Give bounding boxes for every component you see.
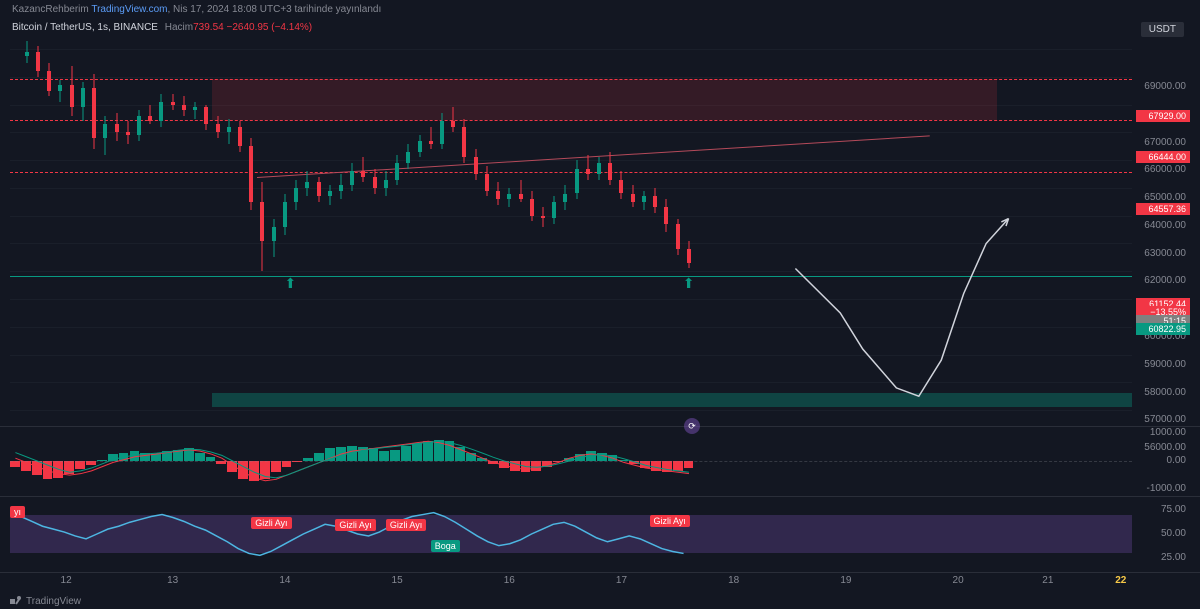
panel-separator — [0, 426, 1200, 427]
volume-label: Hacim — [165, 22, 193, 33]
change: −2640.95 — [226, 22, 268, 33]
symbol-pair: Bitcoin / TetherUS, 1s, BINANCE — [12, 22, 158, 33]
publish-header: KazancRehberim TradingView.com, Nis 17, … — [12, 4, 381, 15]
symbol-line: Bitcoin / TetherUS, 1s, BINANCE Hacim739… — [12, 22, 312, 33]
tradingview-icon — [10, 595, 22, 607]
price-axis[interactable]: 69000.0068000.0067000.0066000.0065000.00… — [1132, 38, 1190, 424]
last-price: 739.54 — [193, 22, 224, 33]
suffix: tarihinde yayınlandı — [295, 4, 382, 15]
footer-text: TradingView — [26, 596, 81, 607]
site: TradingView.com — [91, 4, 167, 15]
publisher: KazancRehberim — [12, 4, 89, 15]
footer-logo: TradingView — [10, 595, 81, 607]
rsi-panel[interactable]: yıGizli AyıGizli AyıGizli AyıBogaGizli A… — [10, 500, 1132, 568]
oscillator-axis[interactable]: 1000.000.00-1000.00 — [1132, 430, 1190, 492]
panel-separator — [0, 496, 1200, 497]
rsi-axis[interactable]: 75.0050.0025.00 — [1132, 500, 1190, 568]
quote-currency-label: USDT — [1141, 22, 1184, 37]
panel-separator — [0, 572, 1200, 573]
date: Nis 17, 2024 18:08 UTC+3 — [173, 4, 292, 15]
time-axis[interactable]: 1213141516171819202122 — [10, 575, 1132, 591]
change-pct: (−4.14%) — [271, 22, 312, 33]
